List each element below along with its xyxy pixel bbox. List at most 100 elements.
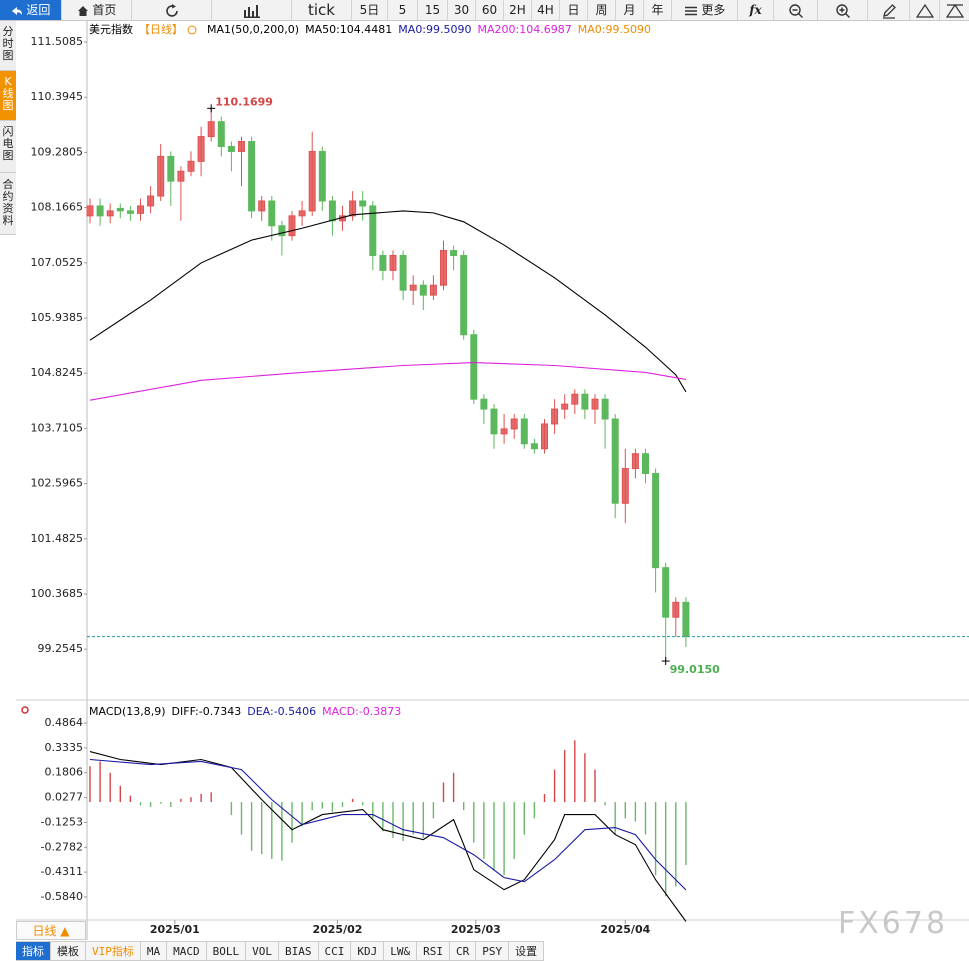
candle-body <box>591 398 599 410</box>
candle-body <box>147 195 155 207</box>
home-button[interactable]: 首页 <box>62 0 132 20</box>
indicator-line <box>89 751 687 922</box>
period-button[interactable]: 15 <box>418 0 448 20</box>
period-button[interactable]: 月 <box>616 0 644 20</box>
candle-body <box>581 393 589 410</box>
period-button[interactable]: 5 <box>388 0 418 20</box>
pencil-icon <box>882 3 896 19</box>
indicator-tab[interactable]: CCI <box>318 941 352 961</box>
y-tick-label: 111.5085 <box>31 35 84 48</box>
period-button[interactable]: 30 <box>448 0 476 20</box>
period-toggle[interactable]: 日线 ▲ <box>16 921 86 940</box>
indicator-tab[interactable]: MA <box>140 941 168 961</box>
candle-body <box>561 403 569 410</box>
indicator-tab[interactable]: 模板 <box>51 941 86 961</box>
candle-body <box>500 428 508 435</box>
indicator-tab[interactable]: PSY <box>476 941 510 961</box>
period-button[interactable]: 周 <box>588 0 616 20</box>
indicator-tab[interactable]: KDJ <box>351 941 385 961</box>
indicator-tab[interactable]: LW& <box>384 941 418 961</box>
candle-body <box>167 155 175 182</box>
candle-body <box>520 418 528 445</box>
x-tick-label: 2025/02 <box>312 923 362 936</box>
candle-body <box>126 210 134 214</box>
indicator-line <box>89 210 687 393</box>
legend-item: MA200:104.6987 <box>478 23 572 36</box>
indicator-tab[interactable]: BOLL <box>206 941 247 961</box>
y-tick-label: 107.0525 <box>31 256 84 269</box>
more-button[interactable]: 更多 <box>672 0 738 20</box>
candle-body <box>248 141 256 212</box>
candle-body <box>137 205 144 214</box>
back-button[interactable]: 返回 <box>0 0 62 20</box>
period-button[interactable]: 日 <box>560 0 588 20</box>
y-tick-label: 101.4825 <box>31 532 84 545</box>
y-tick-label: -0.4311 <box>41 865 83 878</box>
candle-body <box>460 254 468 336</box>
indicator-tab[interactable]: VIP指标 <box>86 941 141 961</box>
side-tab[interactable]: 闪电图 <box>0 121 16 173</box>
side-tabs: 分时图 K线图 闪电图 合约资料 <box>0 21 16 235</box>
candle-body <box>238 141 245 152</box>
candle-body <box>298 210 306 217</box>
candle-body <box>177 170 185 182</box>
candle-body <box>187 160 195 172</box>
period-button[interactable]: 年 <box>644 0 672 20</box>
indicator-tab[interactable]: VOL <box>246 941 279 961</box>
candle-body <box>86 205 94 217</box>
y-tick-label: 105.9385 <box>31 311 84 324</box>
candle-body <box>551 408 559 425</box>
y-tick-label: -0.1253 <box>41 815 83 828</box>
candle-body <box>480 398 488 410</box>
side-tab[interactable]: 合约资料 <box>0 173 16 235</box>
formula-button[interactable]: fx <box>738 0 774 20</box>
candle-body <box>510 418 518 430</box>
y-tick-label: -0.2782 <box>41 840 83 853</box>
indicator-tab[interactable]: 指标 <box>16 941 51 961</box>
settings-icon <box>21 706 29 714</box>
indicator-tab[interactable]: MACD <box>167 941 207 961</box>
indicator-tab[interactable]: BIAS <box>279 941 319 961</box>
candle-body <box>601 398 609 420</box>
zoom-out-button[interactable] <box>774 0 818 20</box>
back-icon <box>11 6 22 15</box>
indicator-tab[interactable]: 设置 <box>509 941 545 961</box>
period-button[interactable]: tick <box>292 0 352 20</box>
refresh-button[interactable] <box>132 0 212 20</box>
y-tick-label: -0.5840 <box>41 890 83 903</box>
down-button[interactable] <box>940 0 969 20</box>
candle-body <box>379 254 387 271</box>
zoom-in-icon <box>835 3 850 18</box>
y-tick-label: 0.1806 <box>45 766 84 779</box>
triangle-icon <box>945 3 964 18</box>
candle-body <box>318 150 326 202</box>
y-tick-label: 103.7105 <box>31 421 84 434</box>
chart-type-button[interactable] <box>212 0 292 20</box>
candle-body <box>328 200 336 222</box>
x-tick-label: 2025/01 <box>150 923 200 936</box>
candle-body <box>369 205 377 256</box>
draw-button[interactable] <box>868 0 910 20</box>
up-button[interactable] <box>910 0 940 20</box>
candle-body <box>116 207 124 212</box>
period-button[interactable]: 5日 <box>352 0 388 20</box>
indicator-tab[interactable]: CR <box>450 941 477 961</box>
period-button[interactable]: 2H <box>504 0 532 20</box>
side-tab[interactable]: 分时图 <box>0 21 16 71</box>
y-tick-label: 109.2805 <box>31 145 84 158</box>
candle-body <box>409 284 417 291</box>
candle-body <box>440 250 447 286</box>
candle-body <box>258 200 266 212</box>
zoom-in-button[interactable] <box>818 0 868 20</box>
candle-body <box>278 225 286 237</box>
side-tab[interactable]: K线图 <box>0 71 16 121</box>
y-tick-label: 0.4864 <box>45 716 84 729</box>
period-button[interactable]: 4H <box>532 0 560 20</box>
refresh-icon <box>165 3 178 17</box>
indicator-tab[interactable]: RSI <box>417 941 450 961</box>
period-button[interactable]: 60 <box>476 0 504 20</box>
y-tick-label: 100.3685 <box>31 587 84 600</box>
legend-icon <box>187 25 197 35</box>
x-tick-label: 2025/04 <box>600 923 650 936</box>
y-tick-label: 108.1665 <box>31 201 84 214</box>
